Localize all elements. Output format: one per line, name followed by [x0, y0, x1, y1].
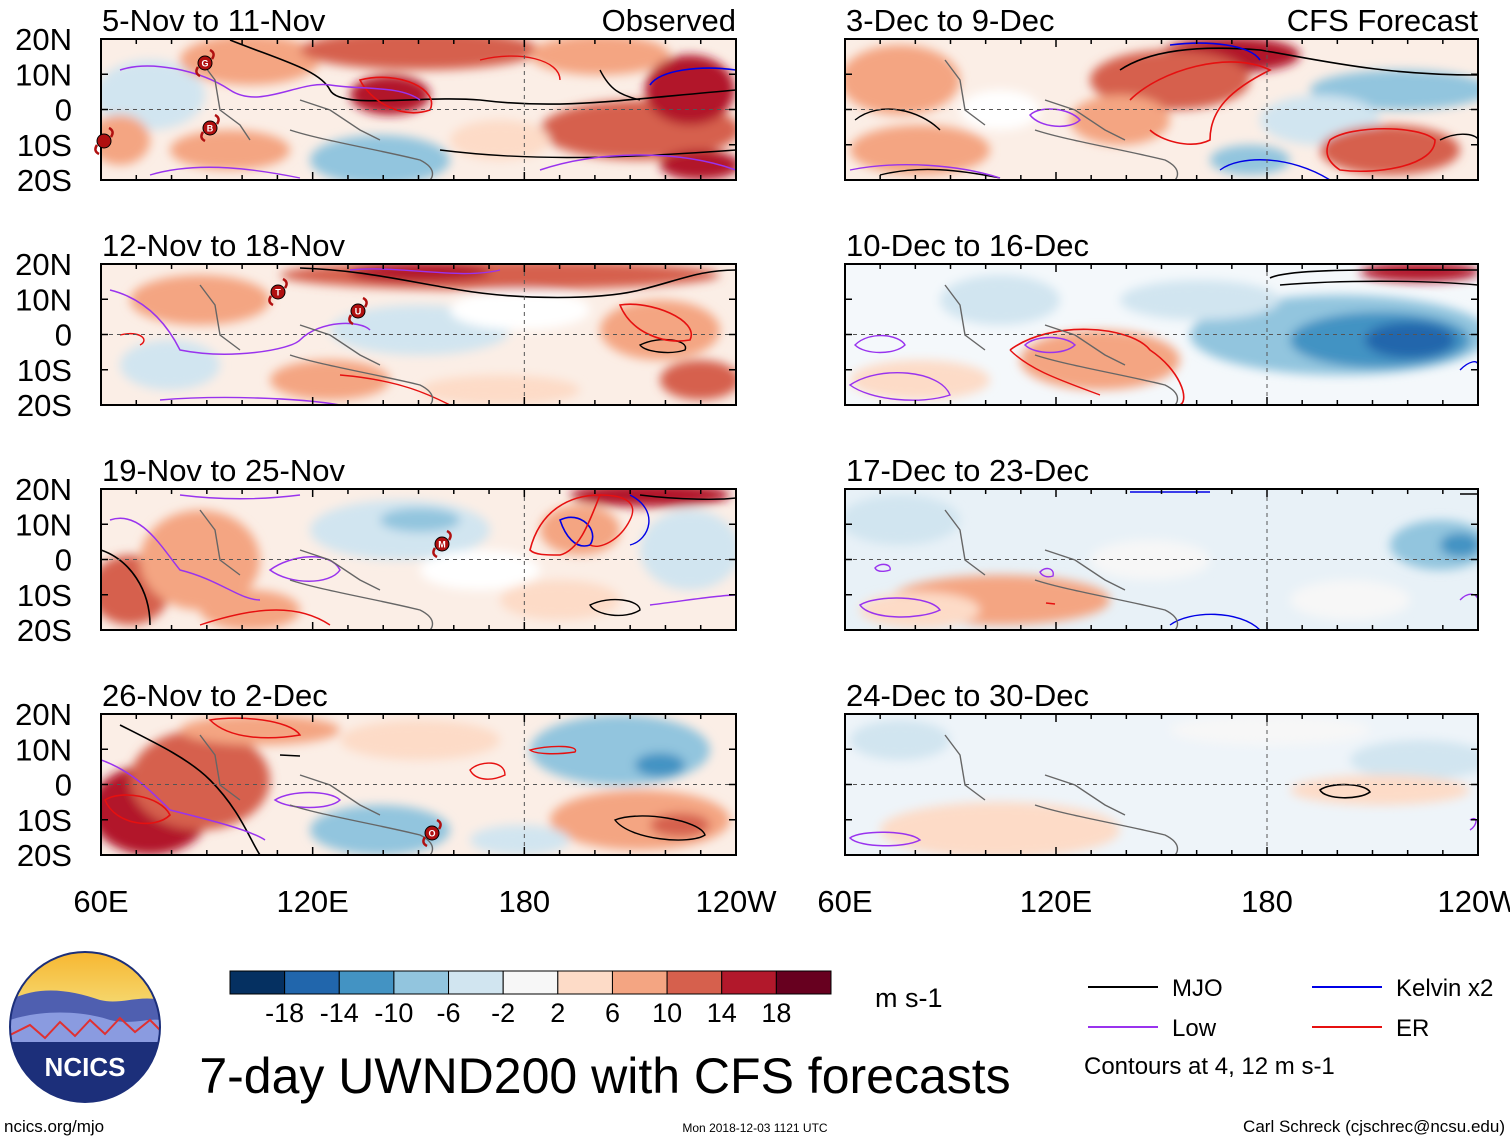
storm-marker: B — [200, 113, 220, 143]
y-tick-label: 0 — [55, 318, 72, 353]
y-tick-label: 20S — [17, 388, 72, 423]
panel-observed-1 — [101, 39, 736, 180]
observed-label: Observed — [602, 3, 736, 38]
panel-title: 19-Nov to 25-Nov — [102, 453, 345, 488]
y-tick-label: 10S — [17, 803, 72, 838]
y-tick-label: 10N — [15, 282, 72, 317]
legend-note: Contours at 4, 12 m s-1 — [1084, 1053, 1335, 1080]
colorbar-units: m s-1 — [875, 983, 943, 1013]
colorbar-swatch — [393, 970, 450, 995]
panel-title: 24-Dec to 30-Dec — [846, 678, 1089, 713]
footer-timestamp: Mon 2018-12-03 1121 UTC — [682, 1121, 828, 1135]
y-tick-label: 10S — [17, 578, 72, 613]
y-tick-label: 0 — [55, 543, 72, 578]
panel-forecast-3 — [845, 489, 1478, 630]
footer-url: ncics.org/mjo — [4, 1117, 104, 1136]
panel-title: 26-Nov to 2-Dec — [102, 678, 328, 713]
x-tick-label: 120W — [696, 884, 778, 919]
colorbar-swatch — [338, 970, 395, 995]
colorbar-label: -2 — [491, 998, 515, 1028]
panel-title: 12-Nov to 18-Nov — [102, 228, 345, 263]
x-tick-label: 120W — [1438, 884, 1510, 919]
colorbar-swatch — [229, 970, 286, 995]
colorbar-label: -6 — [437, 998, 461, 1028]
y-tick-label: 20N — [15, 22, 72, 57]
ncics-logo: NCICS — [9, 951, 161, 1103]
storm-marker — [94, 126, 114, 156]
colorbar-swatch — [775, 970, 832, 995]
storm-marker: U — [348, 296, 368, 326]
x-tick-label: 120E — [276, 884, 348, 919]
storm-marker: O — [422, 818, 442, 848]
panel-forecast-4 — [845, 714, 1478, 855]
y-tick-label: 10N — [15, 57, 72, 92]
storm-label: B — [207, 124, 214, 134]
y-tick-label: 20S — [17, 838, 72, 873]
colorbar-label: -18 — [265, 998, 304, 1028]
colorbar-swatch — [557, 970, 613, 995]
colorbar-label: 14 — [707, 998, 737, 1028]
x-tick-label: 180 — [498, 884, 550, 919]
panel-title: 3-Dec to 9-Dec — [846, 3, 1054, 38]
panel-title: 5-Nov to 11-Nov — [102, 3, 326, 38]
x-tick-label: 180 — [1241, 884, 1293, 919]
x-tick-label: 60E — [817, 884, 872, 919]
storm-label: U — [355, 307, 362, 317]
colorbar-swatch — [666, 970, 723, 995]
colorbar-label: -14 — [320, 998, 359, 1028]
panel-title: 17-Dec to 23-Dec — [846, 453, 1089, 488]
figure-title: 7-day UWND200 with CFS forecasts — [199, 1048, 1010, 1104]
panel-observed-3 — [101, 489, 736, 630]
x-tick-label: 120E — [1020, 884, 1092, 919]
panel-observed-2 — [101, 264, 736, 405]
legend: MJO Kelvin x2 Low ER Contours at 4, 12 m s-1 — [1084, 975, 1493, 1080]
y-tick-label: 10N — [15, 507, 72, 542]
colorbar-label: 18 — [761, 998, 791, 1028]
storm-label: M — [438, 540, 446, 550]
storm-marker: T — [268, 277, 288, 307]
y-tick-label: 20N — [15, 247, 72, 282]
colorbar-label: 2 — [550, 998, 565, 1028]
y-tick-label: 10S — [17, 128, 72, 163]
storm-marker: G — [195, 48, 215, 78]
colorbar-swatch — [611, 970, 668, 995]
x-tick-label: 60E — [73, 884, 128, 919]
y-tick-label: 20S — [17, 163, 72, 198]
y-tick-label: 0 — [55, 93, 72, 128]
storm-marker: M — [432, 529, 452, 559]
legend-label: ER — [1396, 1015, 1429, 1042]
colorbar-swatch — [721, 970, 777, 995]
colorbar-swatch — [284, 970, 340, 995]
y-tick-label: 10N — [15, 732, 72, 767]
footer-credit: Carl Schreck (cjschrec@ncsu.edu) — [1243, 1117, 1505, 1136]
storm-label: O — [428, 829, 435, 839]
legend-label: MJO — [1172, 975, 1223, 1002]
panel-forecast-2 — [845, 264, 1478, 405]
storm-label: G — [201, 59, 208, 69]
legend-label: Kelvin x2 — [1396, 975, 1493, 1002]
y-tick-label: 20N — [15, 472, 72, 507]
colorbar-swatch — [502, 970, 559, 995]
legend-label: Low — [1172, 1015, 1217, 1042]
colorbar-label: 6 — [605, 998, 620, 1028]
y-tick-label: 20N — [15, 697, 72, 732]
y-tick-label: 20S — [17, 613, 72, 648]
logo-text: NCICS — [45, 1052, 126, 1082]
colorbar: -18 -14 -10 -6 -2 2 6 10 14 18 m s-1 — [229, 970, 943, 1028]
colorbar-label: 10 — [652, 998, 682, 1028]
y-tick-label: 0 — [55, 768, 72, 803]
colorbar-swatch — [448, 970, 504, 995]
y-tick-label: 10S — [17, 353, 72, 388]
colorbar-label: -10 — [374, 998, 413, 1028]
forecast-label: CFS Forecast — [1287, 3, 1479, 38]
storm-label: T — [275, 288, 281, 298]
panel-forecast-1 — [845, 39, 1478, 180]
panel-title: 10-Dec to 16-Dec — [846, 228, 1089, 263]
